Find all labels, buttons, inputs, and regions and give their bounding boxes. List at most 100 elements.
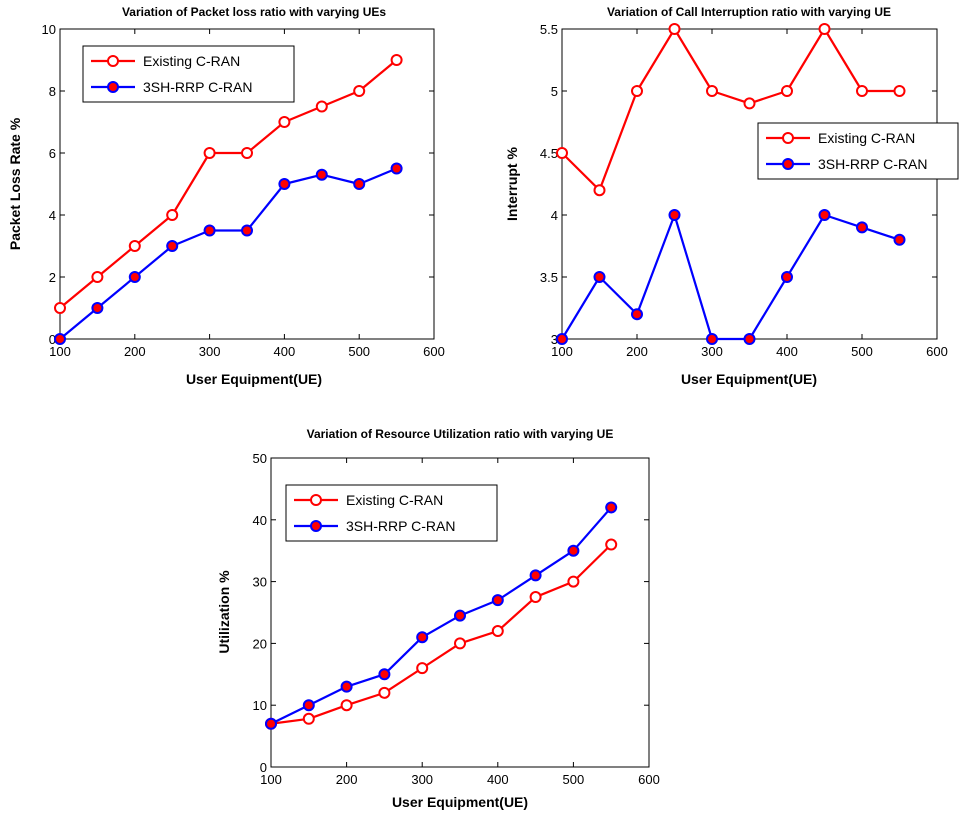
series-existing-c-ran-point (128, 240, 141, 252)
y-tick-label: 50 (253, 451, 267, 466)
series-3sh-rrp-c-ran-point (353, 178, 366, 190)
series-existing-c-ran-point (302, 712, 315, 725)
series-3sh-rrp-c-ran-point (556, 333, 568, 345)
chart-1: 100 200 300 400 500 600 0 2 4 6 8 10 Variation of Pa… (7, 5, 445, 387)
x-tick-label: 400 (776, 344, 798, 359)
x-axis-label: User Equipment(UE) (392, 794, 528, 810)
series-existing-c-ran-point (529, 591, 542, 604)
series-existing-c-ran-point (491, 625, 504, 638)
y-tick-label: 3 (551, 332, 558, 347)
series-3sh-rrp-c-ran-point (781, 271, 793, 283)
y-tick-label: 5 (551, 84, 558, 99)
series-existing-c-ran-point (706, 85, 718, 97)
plot-area-frame (561, 28, 938, 340)
y-axis-label: Packet Loss Rate % (7, 117, 23, 250)
y-tick-label: 2 (49, 270, 56, 285)
chart-title: Variation of Resource Utilization ratio … (307, 427, 614, 441)
series-3sh-rrp-c-ran-point (302, 699, 315, 712)
series-existing-c-ran-point (353, 85, 366, 97)
series-existing-c-ran-point (743, 97, 756, 110)
x-tick-label: 300 (701, 344, 723, 359)
x-tick-label: 500 (563, 772, 585, 787)
series-3sh-rrp-c-ran-point (416, 631, 429, 644)
series-3sh-rrp-c-ran-line (561, 213, 900, 341)
y-tick-label: 10 (42, 22, 56, 37)
y-axis-label: Utilization % (216, 570, 232, 654)
series-existing-c-ran-point (315, 100, 328, 113)
series-3sh-rrp-c-ran-point (893, 233, 906, 246)
x-tick-label: 100 (260, 772, 282, 787)
series-existing-c-ran-point (91, 271, 104, 283)
legend-box (82, 45, 295, 103)
series-existing-c-ran-point (781, 85, 793, 97)
x-tick-label: 400 (274, 344, 296, 359)
series-existing-c-ran-point (668, 23, 681, 35)
series-3sh-rrp-c-ran-point (166, 240, 179, 252)
legend-box (285, 484, 498, 542)
series-3sh-rrp-c-ran-point (203, 224, 216, 237)
series-existing-c-ran-point (378, 686, 391, 699)
series-existing-c-ran-point (54, 302, 66, 314)
series-existing-c-ran-point (203, 147, 216, 159)
series-3sh-rrp-c-ran-point (491, 594, 504, 607)
legend-swatch-marker (310, 494, 322, 506)
series-existing-c-ran-point (593, 184, 606, 197)
series-existing-c-ran-point (605, 538, 618, 551)
legend-swatch-marker (107, 81, 119, 93)
series-existing-c-ran-point (340, 699, 353, 712)
legend: Existing C-RAN 3SH-RRP C-RAN (82, 45, 295, 103)
series-existing-c-ran-point (893, 85, 906, 97)
legend-label: Existing C-RAN (143, 53, 240, 69)
series-existing-c-ran-point (556, 147, 568, 159)
y-tick-label: 4.5 (540, 146, 558, 161)
series-existing-c-ran-line (270, 543, 612, 725)
legend-label: 3SH-RRP C-RAN (346, 518, 455, 534)
x-axis-label: User Equipment(UE) (186, 371, 322, 387)
y-tick-label: 30 (253, 575, 267, 590)
series-existing-c-ran-point (390, 54, 403, 66)
series-3sh-rrp-c-ran-point (818, 209, 831, 221)
y-tick-label: 4 (49, 208, 56, 223)
chart-title: Variation of Call Interruption ratio wit… (607, 5, 891, 19)
legend-label: 3SH-RRP C-RAN (143, 79, 252, 95)
legend-label: Existing C-RAN (818, 130, 915, 146)
series-3sh-rrp-c-ran-point (605, 501, 618, 514)
y-tick-label: 8 (49, 84, 56, 99)
x-tick-label: 600 (638, 772, 660, 787)
y-tick-label: 4 (551, 208, 558, 223)
x-tick-label: 100 (49, 344, 71, 359)
y-axis-label: Interrupt % (504, 147, 520, 221)
series-3sh-rrp-c-ran-point (278, 178, 291, 190)
series-existing-c-ran-line (59, 59, 398, 309)
series-existing-c-ran-line (561, 27, 900, 192)
x-tick-label: 400 (487, 772, 509, 787)
series-existing-c-ran-point (818, 23, 831, 35)
y-tick-label: 3.5 (540, 270, 558, 285)
series-3sh-rrp-c-ran-point (390, 162, 403, 175)
series-3sh-rrp-c-ran-point (743, 333, 756, 345)
series-3sh-rrp-c-ran-point (128, 271, 141, 283)
series-3sh-rrp-c-ran-point (529, 569, 542, 582)
series-existing-c-ran-point (856, 85, 868, 97)
series-3sh-rrp-c-ran-point (91, 302, 104, 314)
x-tick-label: 300 (199, 344, 221, 359)
series-3sh-rrp-c-ran-point (54, 333, 66, 345)
y-tick-label: 0 (260, 760, 267, 775)
series-3sh-rrp-c-ran-point (378, 668, 391, 681)
legend-label: Existing C-RAN (346, 492, 443, 508)
series-existing-c-ran-point (241, 147, 253, 159)
legend-box (757, 122, 959, 180)
legend-swatch-marker (782, 132, 794, 144)
series-3sh-rrp-c-ran-point (567, 544, 580, 557)
legend-swatch-marker (107, 55, 119, 67)
series-3sh-rrp-c-ran-line (59, 167, 398, 340)
x-tick-label: 200 (124, 344, 146, 359)
x-tick-label: 600 (926, 344, 948, 359)
legend-label: 3SH-RRP C-RAN (818, 156, 927, 172)
chart-3: 100 200 300 400 500 600 0 10 20 30 40 50 Variation o… (216, 427, 660, 810)
legend-swatch-marker (782, 158, 794, 170)
legend-swatch-marker (310, 520, 322, 532)
y-tick-label: 0 (49, 332, 56, 347)
y-tick-label: 6 (49, 146, 56, 161)
